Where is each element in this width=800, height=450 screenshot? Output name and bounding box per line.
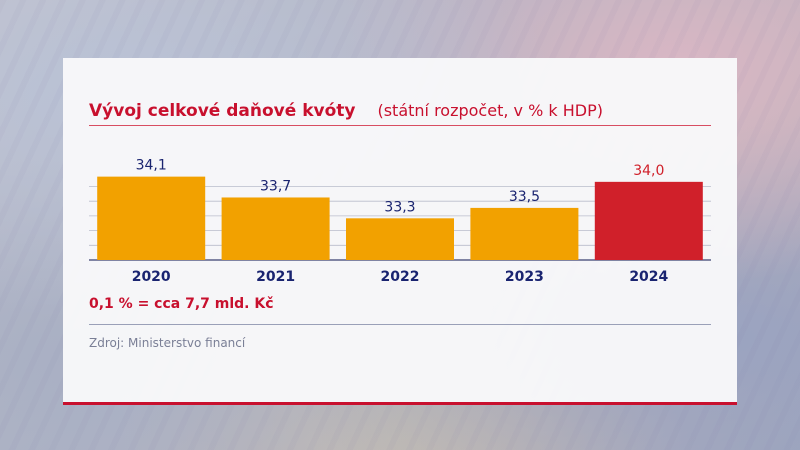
title-row: Vývoj celkové daňové kvóty (státní rozpo… <box>89 101 603 121</box>
category-label-2021: 2021 <box>256 269 295 285</box>
title-divider <box>89 125 711 126</box>
category-label-2023: 2023 <box>505 269 544 285</box>
conversion-note: 0,1 % = cca 7,7 mld. Kč <box>89 296 274 312</box>
value-label-2020: 34,1 <box>136 158 167 174</box>
note-divider <box>89 324 711 325</box>
chart-title: Vývoj celkové daňové kvóty <box>89 101 356 121</box>
bar-2021 <box>221 197 330 260</box>
category-label-2024: 2024 <box>629 269 668 285</box>
category-label-2020: 2020 <box>132 269 171 285</box>
bar-2023 <box>470 207 579 260</box>
value-label-2021: 33,7 <box>260 178 291 194</box>
category-label-2022: 2022 <box>381 269 420 285</box>
value-label-2023: 33,5 <box>509 189 540 205</box>
bar-2024 <box>594 181 703 260</box>
bar-2020 <box>97 176 206 260</box>
bar-chart: 34,1 2020 33,7 2021 33,3 2022 33,5 2023 34,0 2024 <box>89 158 711 285</box>
chart-subtitle: (státní rozpočet, v % k HDP) <box>377 101 603 120</box>
chart-card: Vývoj celkové daňové kvóty (státní rozpo… <box>63 58 737 405</box>
bar-2022 <box>346 218 454 260</box>
value-label-2024: 34,0 <box>633 163 664 179</box>
source-text: Zdroj: Ministerstvo financí <box>89 336 246 350</box>
value-label-2022: 33,3 <box>384 199 415 215</box>
